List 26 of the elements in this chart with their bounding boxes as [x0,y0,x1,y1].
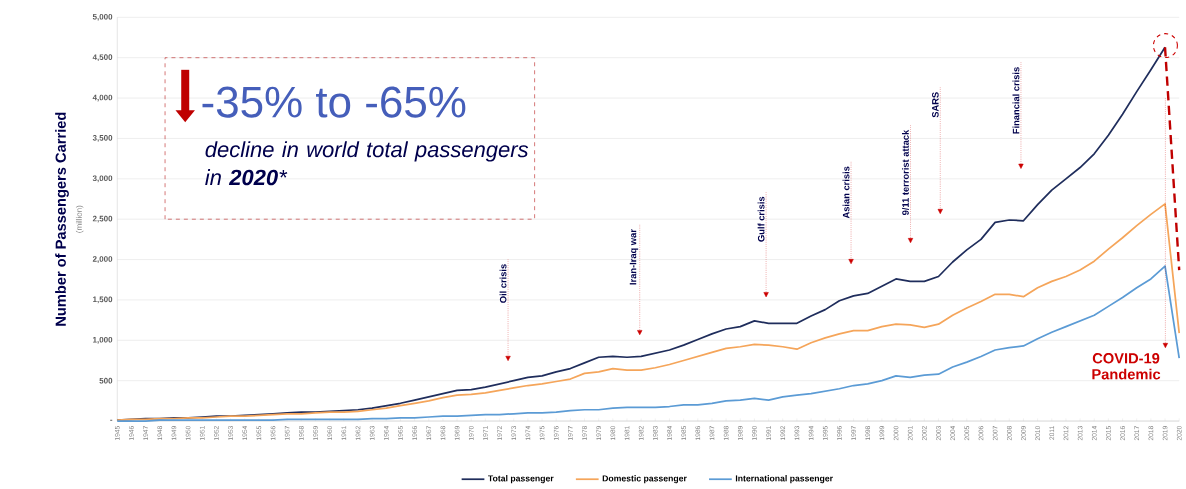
y-tick-label: - [110,419,113,421]
y-tick-label: 1,500 [93,296,113,304]
y-tick-label: 500 [99,378,113,384]
legend-label: Domestic passenger [602,475,687,484]
legend-label: International passenger [735,475,833,484]
y-tick-label: 3,500 [92,135,113,143]
annotation: Iran-Iraq war [629,229,639,285]
y-tick-label: 4,000 [92,94,113,102]
text: (million) [75,205,84,233]
y-tick-label: 4,500 [92,54,113,62]
annotation: COVID-19 Pandemic [1092,353,1161,380]
annotation: Gulf crisis [757,196,765,242]
y-tick-label: 2,000 [92,256,113,264]
annotation: Oil crisis [499,264,507,304]
annotation: -35% to -65% [202,86,466,118]
legend-label: Total passenger [488,475,554,484]
y-tick-label: 1,000 [93,337,113,344]
y-tick-label: 5,000 [92,14,113,21]
annotation: decline in world total passengers in 2020* [205,141,529,186]
y-tick-label: 3,000 [92,175,113,183]
annotation: Financial crisis [1012,67,1020,134]
annotation: Asian crisis [842,166,850,219]
y-axis-title: Number of Passengers Carried [55,112,69,326]
annotation: 9/11 terrorist attack [901,129,909,216]
y-tick-label: 2,500 [92,215,113,223]
annotation: SARS [932,92,939,118]
